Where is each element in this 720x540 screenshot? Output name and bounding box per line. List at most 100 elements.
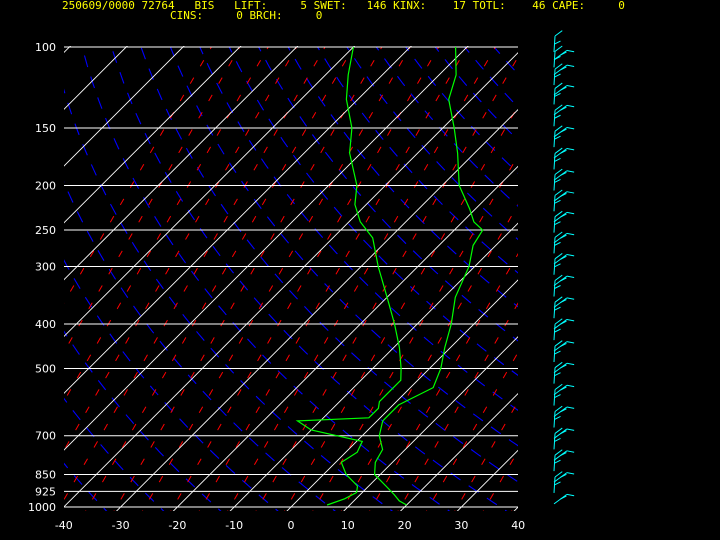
- wind-barb: [553, 275, 575, 287]
- isotherm-line: [64, 52, 518, 508]
- wind-barb: [553, 126, 575, 138]
- pressure-tick-label: 925: [35, 485, 56, 498]
- wind-barb: [553, 104, 563, 127]
- wind-barb: [553, 191, 575, 202]
- dry-adiabat-line: [110, 46, 508, 511]
- pressure-tick-label: 150: [35, 122, 56, 135]
- wind-barb: [553, 405, 563, 428]
- mixing-ratio-line: [113, 46, 383, 511]
- wind-barb-column: [553, 30, 575, 505]
- pressure-tick-label: 1000: [28, 501, 56, 514]
- pressure-tick-label: 700: [35, 430, 56, 443]
- wind-barb: [553, 318, 563, 341]
- mixing-ratio-line: [340, 203, 518, 511]
- mixing-ratio-line: [369, 253, 518, 511]
- wind-barb: [553, 297, 575, 308]
- header-line-2: CINS: 0 BRCH: 0: [170, 9, 323, 22]
- mixing-ratio-line: [255, 56, 518, 511]
- mixing-ratio-line: [170, 46, 440, 511]
- wind-barb: [553, 210, 563, 233]
- pressure-tick-label: 300: [35, 261, 56, 274]
- pressure-tick-label: 250: [35, 224, 56, 237]
- wind-barb: [553, 318, 575, 330]
- wind-barb: [553, 428, 575, 439]
- temperature-axis: -40 -30 -20 -10 0 10 20 30 40: [55, 519, 525, 532]
- pressure-axis: 100 150 200 250 300 400 500 700 850 925 1000: [28, 41, 56, 514]
- isotherm-line: [64, 46, 469, 451]
- wind-barb: [553, 189, 563, 212]
- isotherm-line: [115, 108, 518, 511]
- temperature-tick-label: 10: [341, 519, 355, 532]
- isotherm-line: [64, 46, 412, 394]
- pressure-tick-label: 100: [35, 41, 56, 54]
- pressure-tick-label: 850: [35, 469, 56, 482]
- wind-barb: [553, 104, 575, 116]
- isotherm-line: [565, 26, 720, 517]
- temperature-tick-label: -30: [112, 519, 130, 532]
- isotherm-line: [64, 46, 185, 167]
- dry-adiabat-line: [375, 46, 518, 207]
- isotherm-line: [64, 46, 299, 281]
- wind-barb: [553, 148, 575, 159]
- dry-adiabat-line: [582, 47, 720, 517]
- isobars: [64, 46, 518, 508]
- wind-barb: [553, 472, 575, 483]
- wind-barb: [553, 383, 563, 406]
- dry-adiabat-line: [64, 259, 279, 511]
- mixing-ratio-line: [454, 400, 518, 511]
- dry-adiabat-line: [140, 46, 518, 483]
- wind-barb: [553, 125, 563, 148]
- temperature-tick-label: 30: [454, 519, 468, 532]
- dry-adiabat-line: [64, 397, 165, 511]
- mixing-ratio-line: [64, 46, 298, 452]
- dry-adiabat-line: [612, 47, 720, 517]
- wind-barb: [553, 449, 563, 472]
- wind-barb: [553, 30, 563, 53]
- mixing-ratio-line: [537, 47, 720, 517]
- isotherm-line: [0, 26, 34, 517]
- temperature-tick-label: 40: [511, 519, 525, 532]
- dry-adiabat-line: [258, 46, 518, 342]
- dry-adiabat-line: [464, 46, 518, 108]
- wind-barb: [553, 296, 563, 319]
- mixing-ratio-line: [198, 46, 468, 511]
- isotherm-line: [456, 449, 518, 511]
- dry-adiabat-line: [671, 47, 720, 517]
- mixing-ratio-line: [511, 499, 518, 511]
- temperature-profile-line: [373, 46, 484, 506]
- wind-barb: [553, 427, 563, 450]
- wind-barb: [553, 253, 563, 275]
- plot-background-layer: [64, 46, 518, 511]
- dry-adiabat-line: [64, 462, 108, 511]
- wind-barb: [553, 231, 563, 254]
- mixing-ratio-line: [64, 46, 241, 353]
- dry-adiabat-line: [287, 46, 518, 308]
- isotherms: [0, 26, 720, 517]
- dry-adiabat-line: [64, 330, 222, 511]
- wind-barb: [553, 232, 575, 244]
- temperature-tick-label: -40: [55, 519, 73, 532]
- isotherm-line: [64, 46, 356, 338]
- temperature-tick-label: 0: [288, 519, 295, 532]
- dry-adiabat-line: [317, 46, 518, 274]
- dry-adiabat-line: [641, 47, 720, 517]
- pressure-tick-label: 200: [35, 180, 56, 193]
- wind-barb: [553, 493, 575, 505]
- wind-barb: [553, 341, 575, 352]
- isotherm-line: [229, 222, 518, 511]
- dry-adiabat-line: [169, 46, 518, 447]
- isotherm-line: [286, 279, 518, 511]
- dry-adiabat-line: [64, 181, 336, 511]
- wind-barb: [553, 147, 563, 170]
- dry-adiabat-line: [81, 46, 451, 511]
- header-line-1: 250609/0000 72764 BIS LIFT: 5 SWET: 146 …: [62, 0, 625, 12]
- dry-adiabat-line: [700, 47, 720, 517]
- wind-barb: [553, 340, 563, 363]
- dry-adiabat-line: [553, 47, 720, 517]
- wind-barb: [553, 362, 575, 374]
- pressure-tick-label: 500: [35, 363, 56, 376]
- wind-barb: [553, 471, 563, 493]
- mixing-ratio-line: [85, 46, 354, 511]
- sounding-profiles: [295, 46, 484, 506]
- plot-area: [64, 46, 518, 511]
